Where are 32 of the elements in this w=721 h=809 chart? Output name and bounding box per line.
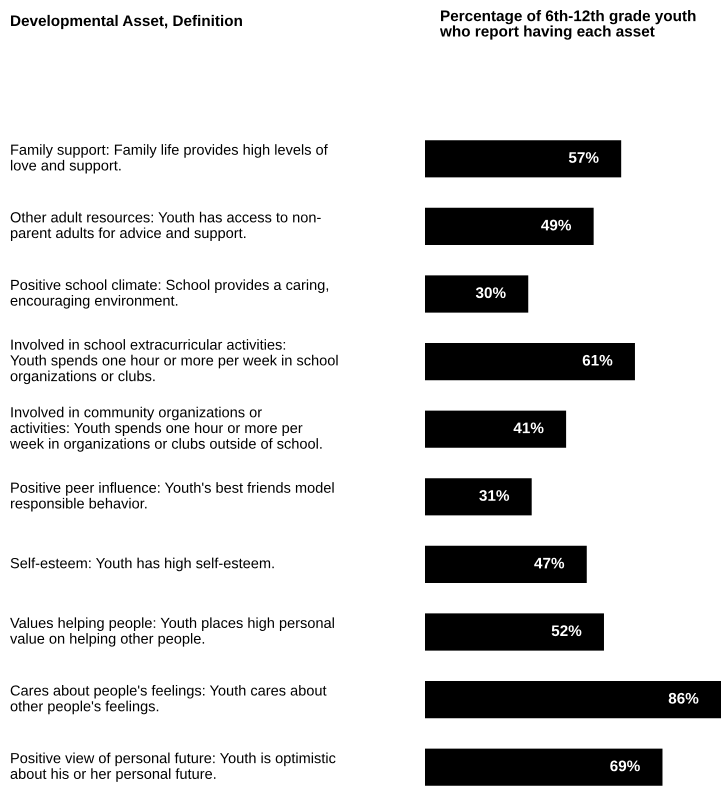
bar	[425, 410, 566, 448]
bar	[425, 613, 604, 651]
data-label: 52%	[552, 625, 582, 636]
bar	[425, 681, 721, 718]
bar	[425, 140, 622, 178]
y-tick-label: Positive school climate: School provides a caring, encouraging environment.	[10, 279, 328, 309]
data-label: 57%	[568, 152, 599, 163]
y-tick-label: Involved in community organizations or activities: Youth spends one hour or more per week in organizations or clubs outside of school.	[10, 406, 322, 452]
data-label: 30%	[476, 287, 506, 298]
text: Developmental Asset, Definition	[11, 14, 242, 30]
data-label: 86%	[668, 692, 698, 704]
bar	[425, 748, 662, 786]
y-tick-label: Self-esteem: Youth has high self-esteem.	[10, 558, 274, 572]
chart-title: Percentage of 6th-12th grade youth who report having each asset	[440, 10, 696, 40]
data-label: 47%	[534, 558, 564, 568]
data-label: 69%	[610, 760, 640, 772]
y-tick-label: Values helping people: Youth places high personal value on helping other people.	[10, 617, 334, 647]
y-tick-label: Involved in school extracurricular activities: Youth spends one hour or more per week in school organizations or clubs.	[10, 339, 338, 384]
y-tick-label: Cares about people's feelings: Youth cares about other people's feelings.	[10, 684, 326, 714]
bar	[425, 343, 635, 380]
data-label: 61%	[582, 354, 612, 366]
bar	[425, 275, 528, 313]
bar	[425, 478, 532, 516]
data-label: 41%	[514, 422, 544, 434]
y-tick-label: Family support: Family life provides high levels of love and support.	[10, 144, 328, 174]
y-tick-label: Positive peer influence: Youth's best friends model responsible behavior.	[10, 482, 334, 512]
bar	[425, 546, 587, 583]
y-tick-label: Other adult resources: Youth has access to non- parent adults for advice and support.	[10, 212, 321, 242]
y-tick-label: Positive view of personal future: Youth is optimistic about his or her personal future.	[10, 752, 336, 782]
bar	[425, 208, 594, 245]
data-label: 49%	[541, 220, 572, 230]
data-label: 31%	[479, 490, 510, 501]
